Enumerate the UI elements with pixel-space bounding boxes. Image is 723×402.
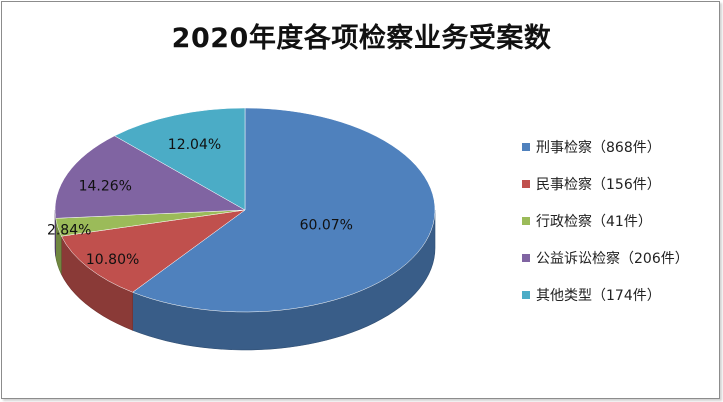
pie-slice: [114, 107, 246, 211]
pie-slice: [61, 209, 246, 293]
slice-percent-label: 14.26%: [79, 179, 132, 195]
legend-item: 行政检察（41件）: [522, 202, 712, 239]
legend-swatch: [522, 290, 530, 299]
pie-side-walls: [54, 209, 436, 351]
slice-percent-label: 12.04%: [168, 137, 221, 153]
chart-title: 2020年度各项检察业务受案数: [171, 23, 552, 54]
legend-label: 公益诉讼检察（206件）: [536, 250, 689, 267]
slice-labels: 60.07% 10.80% 2.84% 14.26% 12.04%: [47, 137, 353, 268]
pie-group: 60.07% 10.80% 2.84% 14.26% 12.04%: [47, 107, 436, 351]
slice-percent-label: 60.07%: [300, 217, 353, 233]
legend-label: 行政检察（41件）: [536, 213, 652, 230]
chart-legend: 刑事检察（868件） 民事检察（156件） 行政检察（41件） 公益诉讼检察（206件…: [522, 128, 712, 313]
legend-swatch: [522, 253, 530, 262]
legend-label: 民事检察（156件）: [536, 176, 661, 193]
legend-item: 其他类型（174件）: [522, 276, 712, 313]
pie-top-faces: [54, 107, 436, 313]
pie-slice: [54, 135, 246, 219]
legend-swatch: [522, 179, 530, 188]
legend-label: 刑事检察（868件）: [536, 139, 661, 156]
slice-percent-label: 2.84%: [47, 223, 91, 239]
legend-item: 刑事检察（868件）: [522, 128, 712, 165]
legend-item: 民事检察（156件）: [522, 165, 712, 202]
legend-item: 公益诉讼检察（206件）: [522, 239, 712, 276]
slice-percent-label: 10.80%: [86, 252, 139, 268]
pie-slice: [132, 107, 436, 313]
legend-swatch: [522, 216, 530, 225]
legend-label: 其他类型（174件）: [536, 287, 661, 304]
legend-swatch: [522, 142, 530, 151]
